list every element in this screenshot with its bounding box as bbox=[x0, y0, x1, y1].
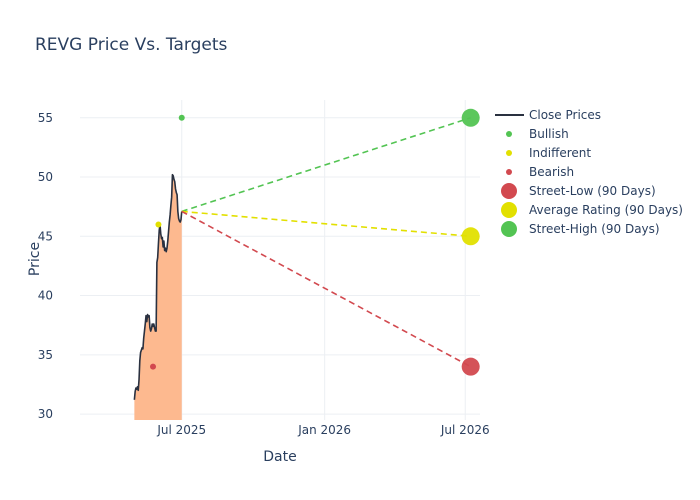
legend-marker-swatch bbox=[501, 183, 517, 199]
street-low-projection-line bbox=[181, 210, 472, 368]
y-tick-label: 35 bbox=[38, 348, 53, 362]
legend-item[interactable]: Close Prices bbox=[495, 108, 601, 122]
street-high-projection-line bbox=[181, 117, 471, 213]
plot-area bbox=[133, 108, 480, 420]
legend-dot-swatch bbox=[506, 169, 512, 175]
legend[interactable]: Close Prices Bullish Indifferent Bearish Str… bbox=[495, 108, 683, 237]
legend-label: Indifferent bbox=[529, 146, 591, 160]
legend-item[interactable]: Street-Low (90 Days) bbox=[501, 183, 656, 199]
legend-item[interactable]: Bearish bbox=[506, 165, 574, 179]
legend-label: Average Rating (90 Days) bbox=[529, 203, 683, 217]
legend-dot-swatch bbox=[506, 150, 512, 156]
legend-label: Street-High (90 Days) bbox=[529, 222, 660, 236]
chart-title: REVG Price Vs. Targets bbox=[35, 35, 228, 55]
x-axis-ticks: Jul 2025 Jan 2026 Jul 2026 bbox=[156, 423, 489, 437]
legend-item[interactable]: Street-High (90 Days) bbox=[501, 221, 660, 237]
legend-item[interactable]: Bullish bbox=[506, 127, 569, 141]
bullish-rating-point bbox=[178, 114, 185, 121]
legend-dot-swatch bbox=[506, 131, 512, 137]
y-tick-label: 30 bbox=[38, 407, 53, 421]
legend-label: Close Prices bbox=[529, 108, 601, 122]
indifferent-rating-point bbox=[155, 221, 162, 228]
x-axis-label: Date bbox=[263, 449, 296, 465]
x-tick-label: Jul 2025 bbox=[156, 423, 206, 437]
legend-item[interactable]: Average Rating (90 Days) bbox=[501, 202, 683, 218]
y-tick-label: 55 bbox=[38, 111, 53, 125]
y-axis-label: Price bbox=[27, 242, 43, 276]
street-high-target-marker bbox=[461, 108, 480, 127]
y-tick-label: 40 bbox=[38, 289, 53, 303]
legend-label: Street-Low (90 Days) bbox=[529, 184, 656, 198]
legend-label: Bullish bbox=[529, 127, 569, 141]
close-price-line bbox=[133, 173, 183, 400]
close-price-area bbox=[134, 174, 182, 420]
average-projection-line bbox=[181, 210, 471, 238]
y-axis-ticks: 30 35 40 45 50 55 bbox=[38, 111, 53, 421]
bearish-rating-point bbox=[150, 363, 157, 370]
x-tick-label: Jul 2026 bbox=[440, 423, 490, 437]
legend-marker-swatch bbox=[501, 202, 517, 218]
legend-label: Bearish bbox=[529, 165, 574, 179]
x-tick-label: Jan 2026 bbox=[297, 423, 351, 437]
y-tick-label: 45 bbox=[38, 229, 53, 243]
legend-item[interactable]: Indifferent bbox=[506, 146, 591, 160]
y-tick-label: 50 bbox=[38, 170, 53, 184]
street-low-target-marker bbox=[461, 357, 480, 376]
average-target-marker bbox=[461, 227, 480, 246]
legend-marker-swatch bbox=[501, 221, 517, 237]
